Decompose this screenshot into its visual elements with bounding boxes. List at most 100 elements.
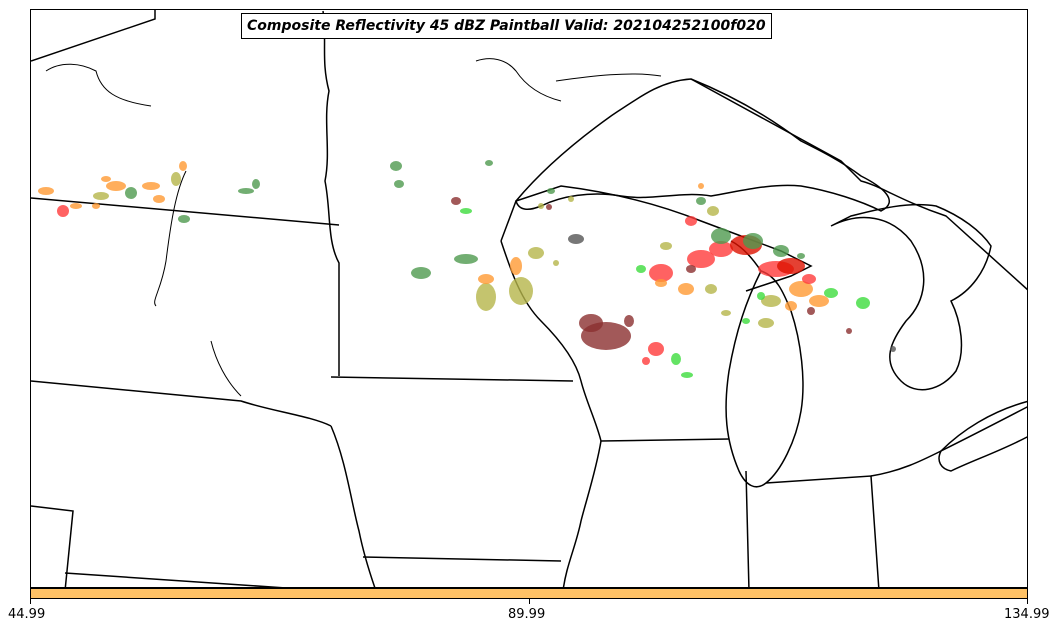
reflectivity-cell bbox=[856, 297, 870, 309]
reflectivity-cell bbox=[478, 274, 494, 284]
reflectivity-cell bbox=[660, 242, 672, 250]
reflectivity-cell bbox=[743, 233, 763, 249]
missouri-river bbox=[154, 170, 187, 307]
reflectivity-cell bbox=[252, 179, 260, 189]
reflectivity-cell bbox=[758, 318, 774, 328]
reflectivity-cell bbox=[681, 372, 693, 378]
map-frame bbox=[30, 9, 1028, 588]
border-ne-ks bbox=[31, 505, 74, 587]
reflectivity-cell bbox=[671, 353, 681, 365]
lake-michigan-outline bbox=[725, 270, 804, 488]
reflectivity-cell bbox=[142, 182, 160, 190]
colorbar-tick-label-0: 44.99 bbox=[8, 607, 46, 622]
colorbar-tick-0 bbox=[30, 599, 31, 604]
reflectivity-cell bbox=[685, 216, 697, 226]
lake-erie-outline bbox=[938, 400, 1027, 472]
reflectivity-cell bbox=[890, 346, 896, 352]
reflectivity-cell bbox=[678, 283, 694, 295]
border-iowa-west bbox=[330, 425, 376, 587]
border-iowa-illinois bbox=[562, 440, 602, 587]
border-upper-peninsula bbox=[740, 235, 813, 292]
border-il-in bbox=[745, 470, 750, 587]
reflectivity-cell bbox=[709, 241, 733, 257]
lake-winnipeg-outline bbox=[45, 63, 152, 107]
reflectivity-cell bbox=[509, 277, 533, 305]
reflectivity-cell bbox=[696, 197, 706, 205]
reflectivity-cell bbox=[538, 203, 544, 209]
reflectivity-cell bbox=[642, 357, 650, 365]
reflectivity-cell bbox=[553, 260, 559, 266]
colorbar-tick-2 bbox=[1027, 599, 1028, 604]
reflectivity-cell bbox=[649, 264, 673, 282]
reflectivity-cell bbox=[846, 328, 852, 334]
reflectivity-cell bbox=[485, 160, 493, 166]
reflectivity-cell bbox=[785, 301, 797, 311]
border-iowa-missouri bbox=[362, 556, 562, 562]
reflectivity-cell bbox=[390, 161, 402, 171]
border-ontario bbox=[690, 78, 1027, 291]
reflectivity-cell bbox=[451, 197, 461, 205]
reflectivity-cells bbox=[38, 160, 896, 378]
reflectivity-cell bbox=[179, 161, 187, 171]
border-canada bbox=[31, 10, 156, 62]
reflectivity-cell bbox=[568, 234, 584, 244]
reflectivity-cell bbox=[101, 176, 111, 182]
colorbar bbox=[30, 588, 1028, 599]
reflectivity-cell bbox=[757, 292, 765, 300]
lake-nipigon bbox=[475, 58, 562, 102]
reflectivity-cell bbox=[777, 258, 805, 274]
reflectivity-cell bbox=[93, 192, 109, 200]
border-mi-oh bbox=[870, 406, 1027, 477]
reflectivity-cell bbox=[238, 188, 254, 194]
reflectivity-cell bbox=[70, 203, 82, 209]
map-title: Composite Reflectivity 45 dBZ Paintball … bbox=[241, 13, 772, 39]
ontario-coast bbox=[555, 73, 662, 82]
reflectivity-cell bbox=[797, 253, 805, 259]
reflectivity-cell bbox=[807, 307, 815, 315]
reflectivity-cell bbox=[721, 310, 731, 316]
reflectivity-cell bbox=[773, 245, 789, 257]
border-wi-north bbox=[500, 185, 742, 242]
colorbar-tick-1 bbox=[529, 599, 530, 604]
reflectivity-cell bbox=[178, 215, 190, 223]
reflectivity-cell bbox=[687, 250, 715, 268]
reflectivity-cell bbox=[568, 196, 574, 202]
reflectivity-cell bbox=[707, 206, 719, 216]
reflectivity-cell bbox=[106, 181, 126, 191]
reflectivity-cell bbox=[809, 295, 829, 307]
reflectivity-cell bbox=[476, 283, 496, 311]
lake-huron-outline bbox=[830, 203, 992, 391]
border-mn-nd bbox=[322, 10, 340, 376]
reflectivity-cell bbox=[655, 279, 667, 287]
reflectivity-cell bbox=[125, 187, 137, 199]
reflectivity-cell bbox=[824, 288, 838, 298]
reflectivity-cell bbox=[698, 183, 704, 189]
reflectivity-cell bbox=[394, 180, 404, 188]
reflectivity-cell bbox=[57, 205, 69, 217]
state-boundaries bbox=[31, 10, 1027, 587]
lake-superior-outline bbox=[515, 78, 890, 212]
colorbar-tick-label-2: 134.99 bbox=[1004, 607, 1050, 622]
map-canvas bbox=[31, 10, 1027, 587]
reflectivity-cell bbox=[705, 284, 717, 294]
border-mn-iowa bbox=[330, 376, 574, 382]
reflectivity-cell bbox=[510, 257, 522, 275]
border-iowa-north bbox=[31, 380, 332, 427]
reflectivity-cell bbox=[742, 318, 750, 324]
reflectivity-cell bbox=[528, 247, 544, 259]
border-ks-south bbox=[64, 572, 283, 587]
reflectivity-cell bbox=[38, 187, 54, 195]
sd-river bbox=[210, 340, 242, 397]
reflectivity-cell bbox=[686, 265, 696, 273]
reflectivity-cell bbox=[92, 203, 100, 209]
reflectivity-cell bbox=[789, 281, 813, 297]
colorbar-tick-label-1: 89.99 bbox=[508, 607, 546, 622]
reflectivity-cell bbox=[761, 295, 781, 307]
border-in-oh bbox=[765, 475, 880, 587]
reflectivity-cell bbox=[711, 228, 731, 244]
reflectivity-cell bbox=[802, 274, 816, 284]
reflectivity-cell bbox=[546, 204, 552, 210]
reflectivity-cell bbox=[547, 188, 555, 194]
reflectivity-cell bbox=[648, 342, 664, 356]
reflectivity-cell bbox=[460, 208, 472, 214]
